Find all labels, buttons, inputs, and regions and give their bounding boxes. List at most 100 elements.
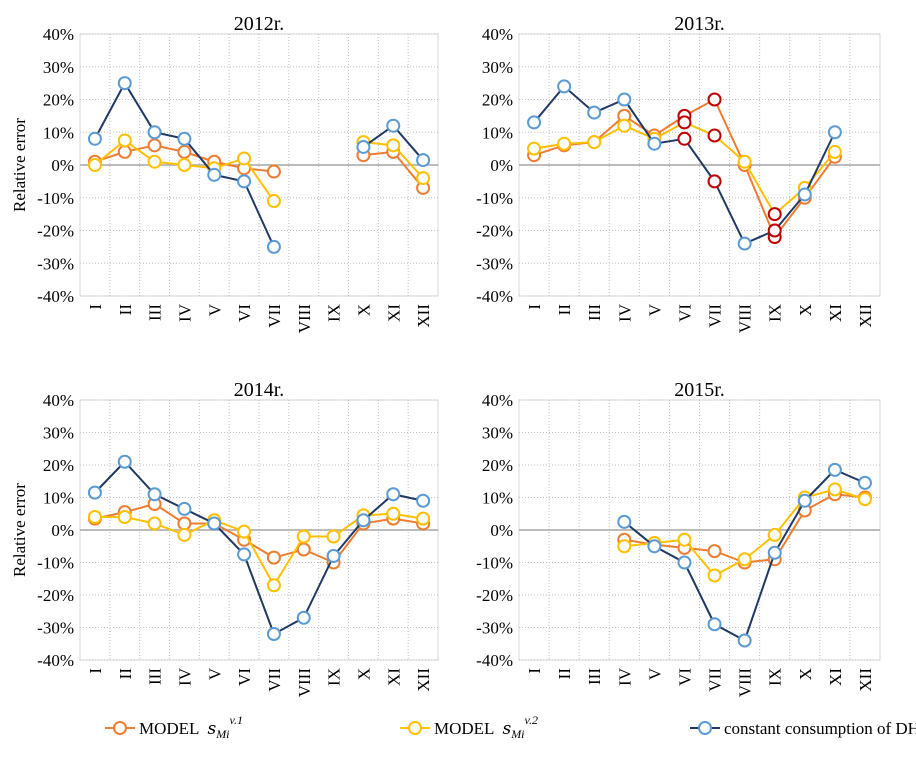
- data-point: [296, 542, 311, 557]
- data-point: [857, 475, 872, 490]
- data-point: [707, 128, 722, 143]
- data-point: [707, 92, 722, 107]
- data-point: [707, 617, 722, 632]
- data-point: [767, 545, 782, 560]
- data-point: [386, 138, 401, 153]
- data-point: [147, 125, 162, 140]
- x-tick-label: II: [555, 304, 574, 316]
- x-tick-label: VIII: [736, 668, 755, 698]
- data-point: [147, 487, 162, 502]
- data-point: [237, 547, 252, 562]
- x-tick-label: X: [796, 304, 815, 316]
- y-tick-label: 40%: [43, 25, 74, 44]
- x-tick-label: XII: [856, 304, 875, 328]
- y-tick-label: -40%: [37, 287, 74, 306]
- y-axis-label: Relative error: [10, 483, 29, 577]
- legend-text: s: [502, 719, 511, 739]
- x-tick-label: IV: [175, 303, 194, 322]
- x-tick-label: XI: [384, 668, 403, 686]
- data-point: [707, 568, 722, 583]
- data-point: [416, 511, 431, 526]
- x-tick-label: III: [146, 668, 165, 685]
- legend-text: Mi: [510, 727, 524, 741]
- data-point: [117, 144, 132, 159]
- data-point: [737, 552, 752, 567]
- data-point: [266, 550, 281, 565]
- legend-text: Mi: [215, 727, 229, 741]
- x-tick-label: IX: [325, 304, 344, 322]
- data-point: [617, 118, 632, 133]
- data-point: [617, 92, 632, 107]
- panel-title: 2013r.: [674, 13, 725, 35]
- legend-text: MODEL: [139, 719, 199, 738]
- legend-label: constant consumption of DHW: [724, 719, 916, 738]
- x-tick-label: VI: [235, 304, 254, 322]
- data-point: [386, 118, 401, 133]
- data-point: [416, 493, 431, 508]
- y-tick-label: -10%: [476, 189, 513, 208]
- data-point: [266, 578, 281, 593]
- data-point: [827, 125, 842, 140]
- x-tick-label: I: [525, 668, 544, 674]
- x-tick-label: XI: [826, 304, 845, 322]
- y-tick-label: 10%: [43, 489, 74, 508]
- y-tick-label: 20%: [482, 456, 513, 475]
- x-tick-label: VIII: [295, 304, 314, 334]
- data-point: [266, 627, 281, 641]
- legend-marker: [698, 721, 712, 735]
- data-point: [177, 501, 192, 516]
- y-tick-label: 40%: [482, 25, 513, 44]
- legend-text: constant consumption of DHW: [724, 719, 916, 738]
- data-point: [177, 131, 192, 146]
- x-tick-label: V: [645, 303, 664, 316]
- data-point: [177, 144, 192, 159]
- data-point: [797, 187, 812, 202]
- data-point: [87, 131, 102, 146]
- data-point: [296, 610, 311, 625]
- panel-title: 2015r.: [674, 379, 725, 401]
- data-point: [147, 154, 162, 169]
- legend-text: s: [207, 719, 216, 739]
- y-tick-label: 30%: [482, 424, 513, 443]
- data-point: [827, 482, 842, 497]
- data-point: [266, 164, 281, 179]
- x-tick-label: IV: [175, 667, 194, 686]
- data-point: [296, 529, 311, 544]
- data-point: [117, 133, 132, 148]
- data-point: [237, 174, 252, 189]
- y-tick-label: -10%: [476, 554, 513, 573]
- data-point: [177, 158, 192, 172]
- y-tick-label: 40%: [482, 391, 513, 410]
- x-tick-label: I: [86, 668, 105, 674]
- panel-title: 2014r.: [234, 379, 285, 401]
- legend-text: v.1: [230, 713, 243, 727]
- y-tick-label: 20%: [43, 456, 74, 475]
- x-tick-label: V: [205, 667, 224, 680]
- y-tick-label: 10%: [482, 489, 513, 508]
- legend-label: MODEL sMiv.1: [139, 713, 243, 741]
- y-tick-label: 40%: [43, 391, 74, 410]
- x-tick-label: X: [796, 668, 815, 680]
- x-tick-label: III: [585, 304, 604, 321]
- x-tick-label: XI: [826, 668, 845, 686]
- x-tick-label: VII: [706, 304, 725, 328]
- data-point: [827, 144, 842, 159]
- x-tick-label: VIII: [736, 304, 755, 334]
- x-tick-label: VII: [265, 668, 284, 692]
- y-tick-label: 10%: [482, 123, 513, 142]
- legend-text: MODEL: [434, 719, 494, 738]
- data-point: [587, 135, 602, 150]
- data-point: [386, 506, 401, 521]
- legend-label: MODEL sMiv.2: [434, 713, 538, 741]
- x-tick-label: IV: [615, 667, 634, 686]
- data-point: [557, 79, 572, 94]
- data-point: [827, 462, 842, 477]
- data-point: [587, 105, 602, 120]
- data-point: [677, 532, 692, 547]
- data-point: [326, 549, 341, 563]
- x-tick-label: VIII: [295, 668, 314, 698]
- y-tick-label: -20%: [37, 586, 74, 605]
- data-point: [266, 194, 281, 209]
- x-tick-label: XII: [414, 668, 433, 692]
